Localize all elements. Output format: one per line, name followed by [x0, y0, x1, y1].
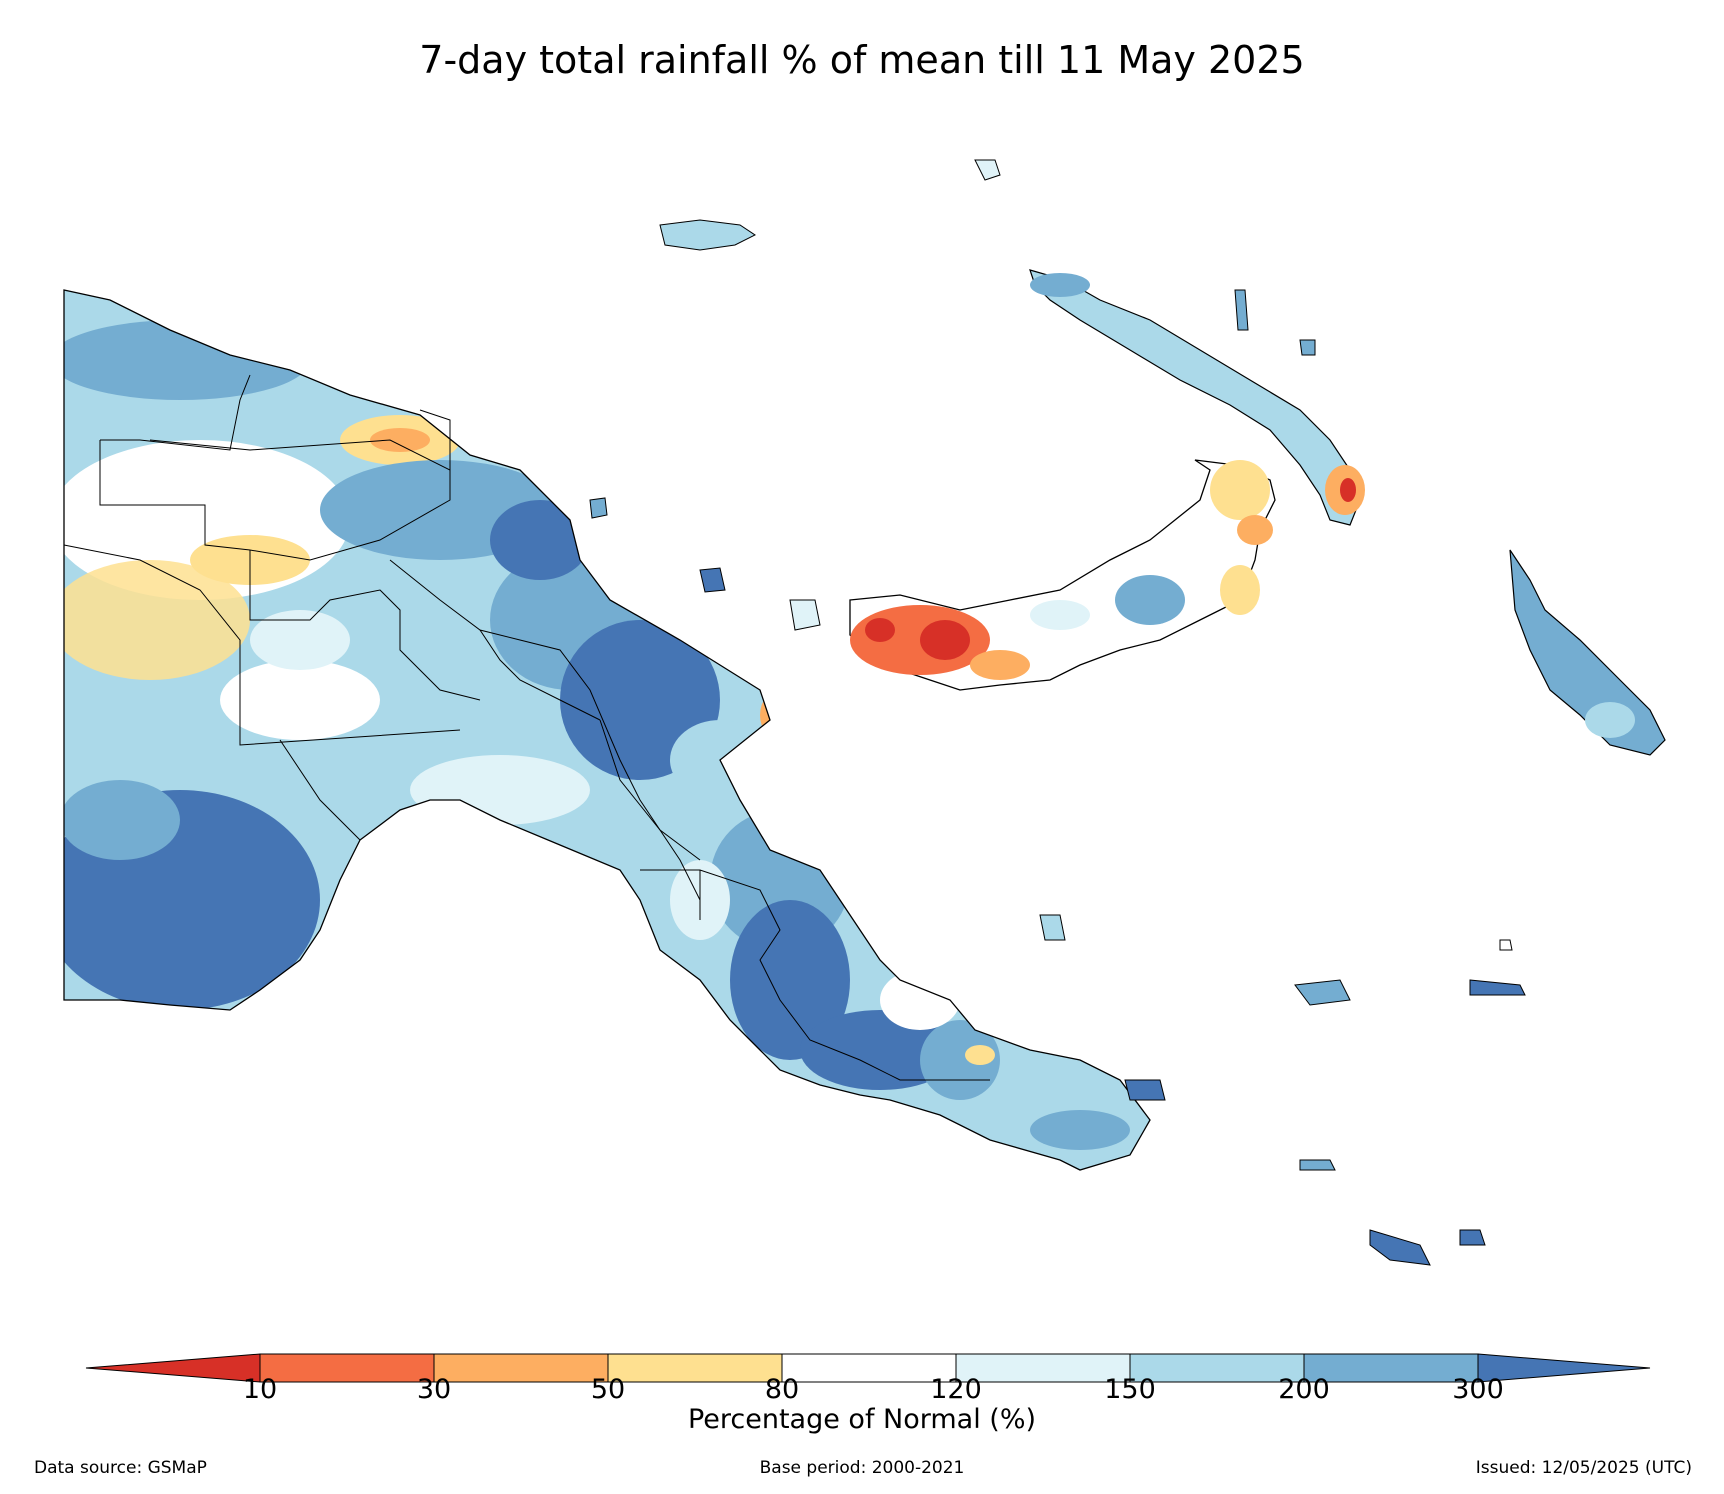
map-title: 7-day total rainfall % of mean till 11 M…: [419, 38, 1305, 82]
colorbar-bin-80-120: [781, 1353, 957, 1383]
manus: [659, 219, 756, 251]
colorbar-tick: 120: [930, 1374, 982, 1405]
colorbar-tick: 300: [1452, 1374, 1504, 1405]
colorbar-bin-50-80: [607, 1353, 783, 1383]
colorbar-over-arrow: [1477, 1353, 1651, 1383]
small-islands: [589, 159, 1526, 1266]
bougainville: [1509, 549, 1666, 756]
base-period: Base period: 2000-2021: [759, 1458, 965, 1478]
colorbar: [85, 1353, 1651, 1383]
new-britain: [849, 459, 1276, 691]
colorbar-under-arrow: [85, 1353, 261, 1383]
colorbar-tick: 150: [1104, 1374, 1156, 1405]
issued-date: Issued: 12/05/2025 (UTC): [1475, 1458, 1692, 1478]
new-ireland: [1029, 269, 1365, 526]
data-source: Data source: GSMaP: [34, 1458, 207, 1478]
colorbar-label: Percentage of Normal (%): [687, 1404, 1037, 1435]
province-borders: [63, 374, 990, 1081]
colorbar-tick: 50: [590, 1374, 626, 1405]
colorbar-tick: 200: [1278, 1374, 1330, 1405]
colorbar-tick: 80: [764, 1374, 800, 1405]
colorbar-tick: 30: [416, 1374, 452, 1405]
colorbar-bin-30-50: [433, 1353, 609, 1383]
colorbar-tick: 10: [242, 1374, 278, 1405]
colorbar-bin-200-300: [1303, 1353, 1479, 1383]
mainland: [64, 290, 1150, 1170]
colorbar-bin-120-150: [955, 1353, 1131, 1383]
colorbar-bin-10-30: [259, 1353, 435, 1383]
